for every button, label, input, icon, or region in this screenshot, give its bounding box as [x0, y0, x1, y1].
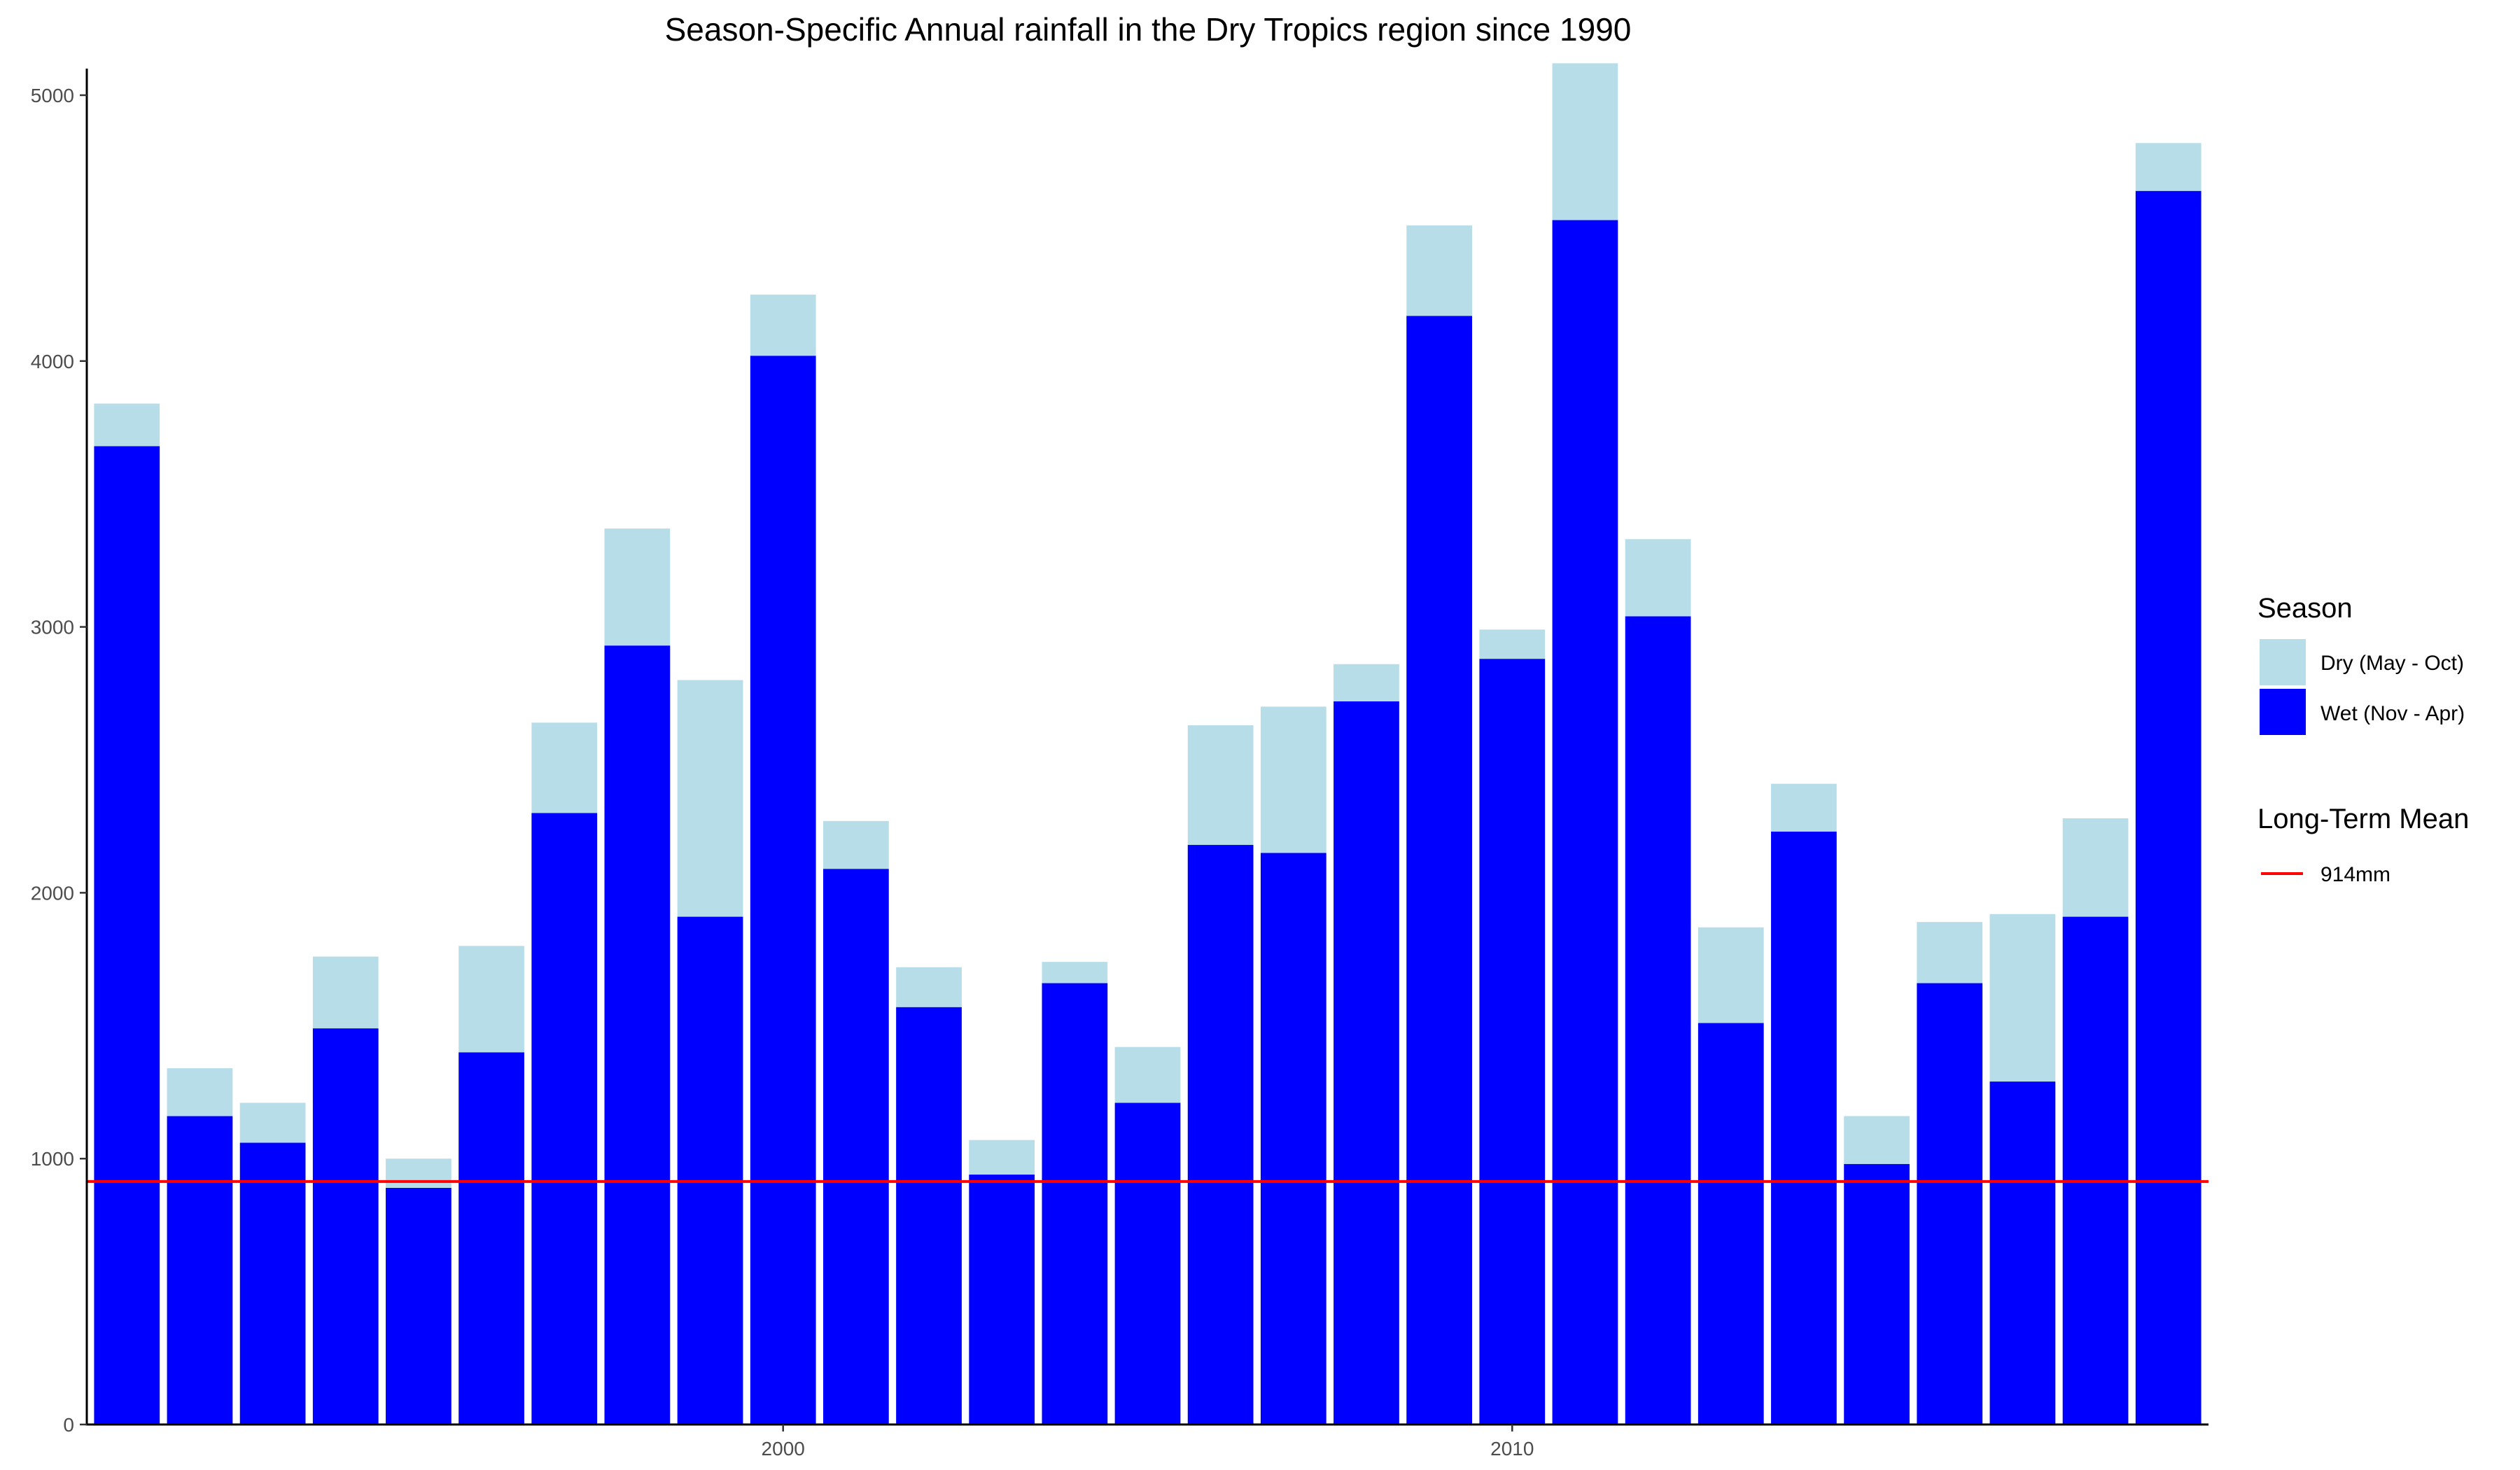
- bar-group: [94, 63, 2202, 1425]
- bar-wet-1997: [531, 813, 598, 1424]
- bar-dry-2009: [1406, 225, 1473, 316]
- bar-dry-2014: [1771, 783, 1837, 832]
- bar-dry-2000: [750, 294, 816, 356]
- bar-dry-2012: [1625, 539, 1691, 617]
- bar-wet-1992: [167, 1116, 233, 1424]
- bar-dry-2003: [969, 1140, 1035, 1175]
- bar-dry-2001: [822, 820, 889, 869]
- bar-wet-2002: [896, 1007, 962, 1424]
- bar-dry-2010: [1479, 629, 1546, 659]
- y-tick-label-4000: 4000: [31, 351, 74, 372]
- bar-dry-2015: [1844, 1116, 1910, 1164]
- bar-dry-1995: [386, 1158, 451, 1188]
- x-tick-label-2000: 2000: [762, 1438, 805, 1460]
- y-tick-label-3000: 3000: [31, 617, 74, 638]
- legend-label-mean: 914mm: [2320, 863, 2390, 886]
- bar-dry-1994: [312, 956, 379, 1029]
- bar-dry-2019: [2135, 143, 2202, 191]
- bar-dry-2018: [2062, 818, 2129, 917]
- bar-wet-2009: [1406, 316, 1473, 1424]
- bar-wet-1993: [239, 1142, 306, 1424]
- bar-dry-1997: [531, 722, 598, 813]
- x-tick-label-2010: 2010: [1490, 1438, 1534, 1460]
- legend: Season Dry (May - Oct) Wet (Nov - Apr) L…: [2258, 593, 2469, 886]
- bar-dry-1992: [167, 1068, 233, 1116]
- bar-dry-1996: [458, 946, 524, 1053]
- bar-dry-2005: [1114, 1046, 1181, 1103]
- bar-dry-1999: [677, 680, 743, 917]
- bar-wet-2013: [1698, 1023, 1764, 1424]
- bar-wet-2014: [1771, 832, 1837, 1424]
- bar-wet-2018: [2062, 916, 2129, 1424]
- bar-wet-2015: [1844, 1163, 1910, 1424]
- bar-wet-2012: [1625, 616, 1691, 1425]
- legend-label-dry: Dry (May - Oct): [2320, 652, 2464, 675]
- bar-wet-2003: [969, 1174, 1035, 1424]
- bar-wet-2016: [1917, 983, 1983, 1424]
- legend-swatch-dry: [2260, 639, 2306, 685]
- bar-wet-2005: [1114, 1102, 1181, 1424]
- bar-wet-2010: [1479, 659, 1546, 1424]
- bar-dry-2017: [1989, 913, 2056, 1082]
- legend-swatch-wet: [2260, 689, 2306, 735]
- bar-wet-2001: [822, 869, 889, 1424]
- legend-label-wet: Wet (Nov - Apr): [2320, 702, 2465, 725]
- bar-dry-2006: [1187, 725, 1254, 846]
- bar-dry-2002: [896, 967, 962, 1007]
- axes-group: 0 1000 2000 3000 4000 5000 2000 2010: [31, 69, 2208, 1460]
- bar-wet-2008: [1334, 701, 1399, 1424]
- legend-mean-title: Long-Term Mean: [2258, 804, 2469, 834]
- bar-wet-1998: [604, 645, 671, 1424]
- bar-wet-2004: [1042, 983, 1108, 1424]
- bar-dry-2004: [1042, 962, 1108, 983]
- bar-dry-1991: [94, 403, 160, 447]
- y-tick-label-0: 0: [63, 1414, 74, 1436]
- legend-season-title: Season: [2258, 593, 2353, 624]
- y-tick-label-2000: 2000: [31, 882, 74, 904]
- bar-wet-2000: [750, 356, 816, 1424]
- bar-wet-1996: [458, 1052, 524, 1424]
- bar-wet-2006: [1187, 845, 1254, 1424]
- bar-wet-1999: [677, 916, 743, 1424]
- bar-wet-1994: [312, 1028, 379, 1424]
- bar-dry-2016: [1917, 922, 1983, 983]
- bar-dry-1998: [604, 528, 671, 646]
- chart-title: Season-Specific Annual rainfall in the D…: [665, 11, 1632, 48]
- bar-dry-2008: [1334, 664, 1399, 701]
- bar-dry-2007: [1260, 706, 1326, 853]
- bar-wet-2017: [1989, 1082, 2056, 1424]
- bar-wet-1995: [386, 1187, 451, 1424]
- bar-wet-2011: [1552, 220, 1618, 1424]
- bar-wet-1991: [94, 446, 160, 1425]
- bar-wet-2019: [2135, 190, 2202, 1424]
- bar-wet-2007: [1260, 853, 1326, 1424]
- y-tick-label-5000: 5000: [31, 85, 74, 106]
- bar-dry-2011: [1552, 63, 1618, 220]
- bar-dry-1993: [239, 1102, 306, 1143]
- bar-dry-2013: [1698, 927, 1764, 1023]
- y-tick-label-1000: 1000: [31, 1148, 74, 1170]
